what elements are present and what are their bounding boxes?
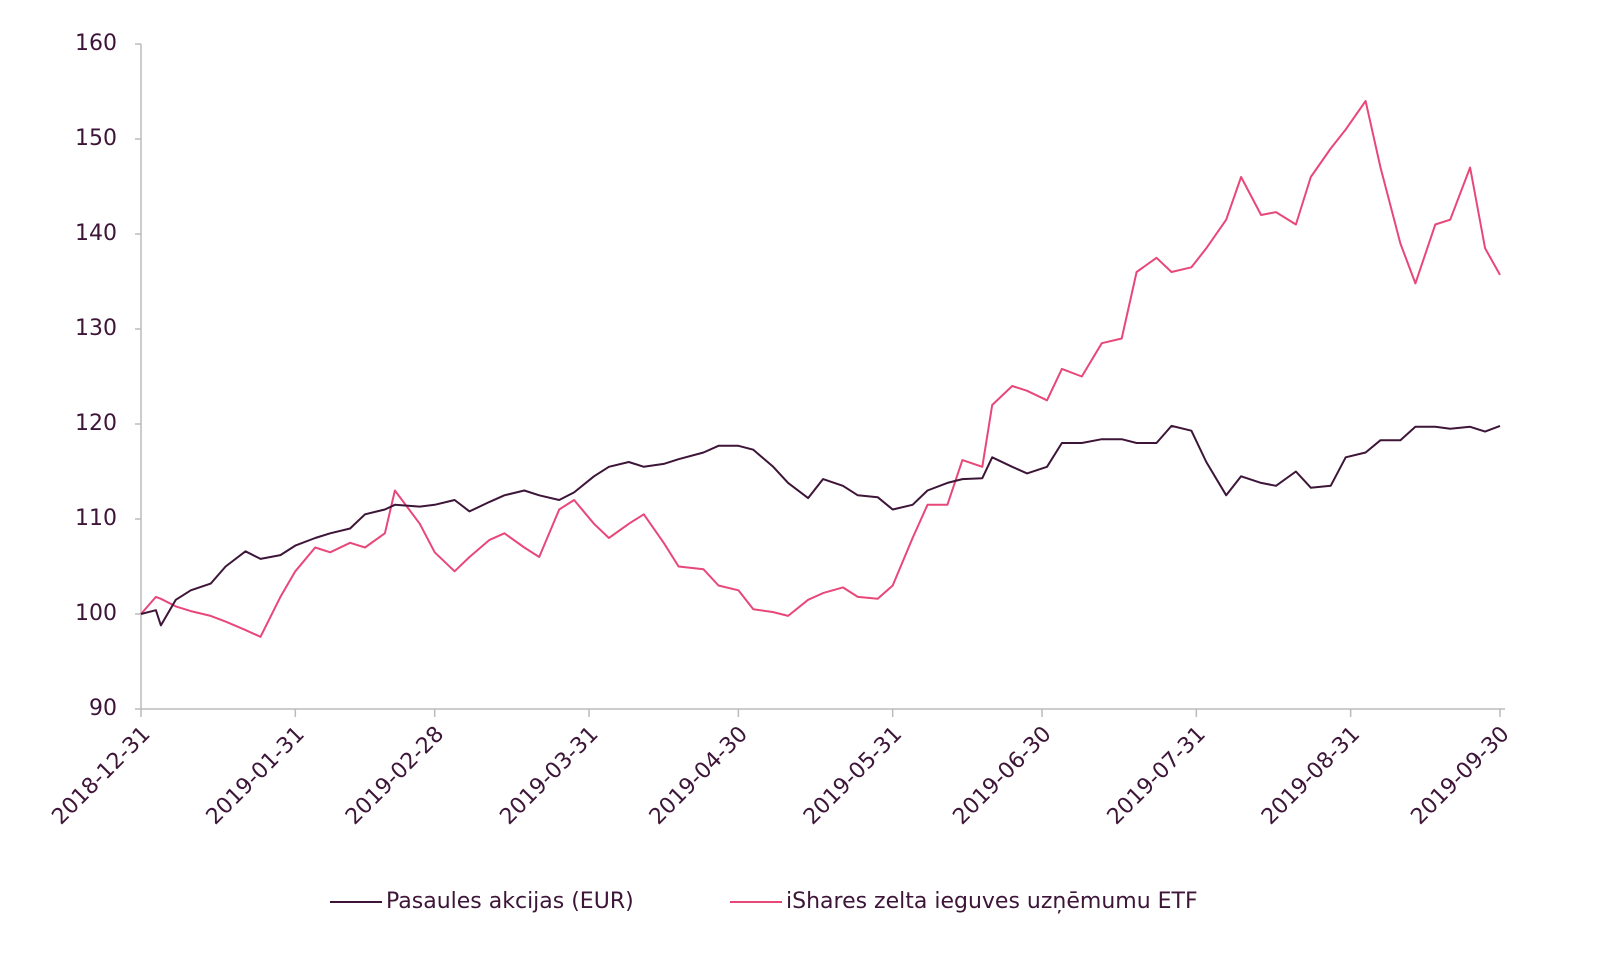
x-tick-label: 2019-02-28 <box>341 722 449 830</box>
y-tick-label: 100 <box>75 601 117 626</box>
x-tick-label: 2019-09-30 <box>1406 722 1514 830</box>
y-tick-label: 140 <box>75 221 117 246</box>
series-line <box>140 100 1501 638</box>
x-tick-label: 2019-08-31 <box>1257 722 1365 830</box>
x-tick-label: 2019-05-31 <box>799 722 907 830</box>
y-tick-label: 90 <box>89 696 117 721</box>
x-tick-label: 2019-01-31 <box>202 722 310 830</box>
y-tick-label: 110 <box>75 506 117 531</box>
x-tick-label: 2019-04-30 <box>645 722 753 830</box>
x-tick-label: 2019-06-30 <box>948 722 1056 830</box>
x-tick-label: 2019-07-31 <box>1103 722 1211 830</box>
y-tick-label: 120 <box>75 411 117 436</box>
x-tick-label: 2018-12-31 <box>47 722 155 830</box>
legend-label: iShares zelta ieguves uzņēmumu ETF <box>786 889 1198 914</box>
legend-label: Pasaules akcijas (EUR) <box>386 889 634 914</box>
x-tick-label: 2019-03-31 <box>495 722 603 830</box>
y-tick-label: 150 <box>75 126 117 151</box>
y-tick-label: 130 <box>75 316 117 341</box>
series-line <box>140 424 1501 627</box>
y-tick-label: 160 <box>75 31 117 56</box>
